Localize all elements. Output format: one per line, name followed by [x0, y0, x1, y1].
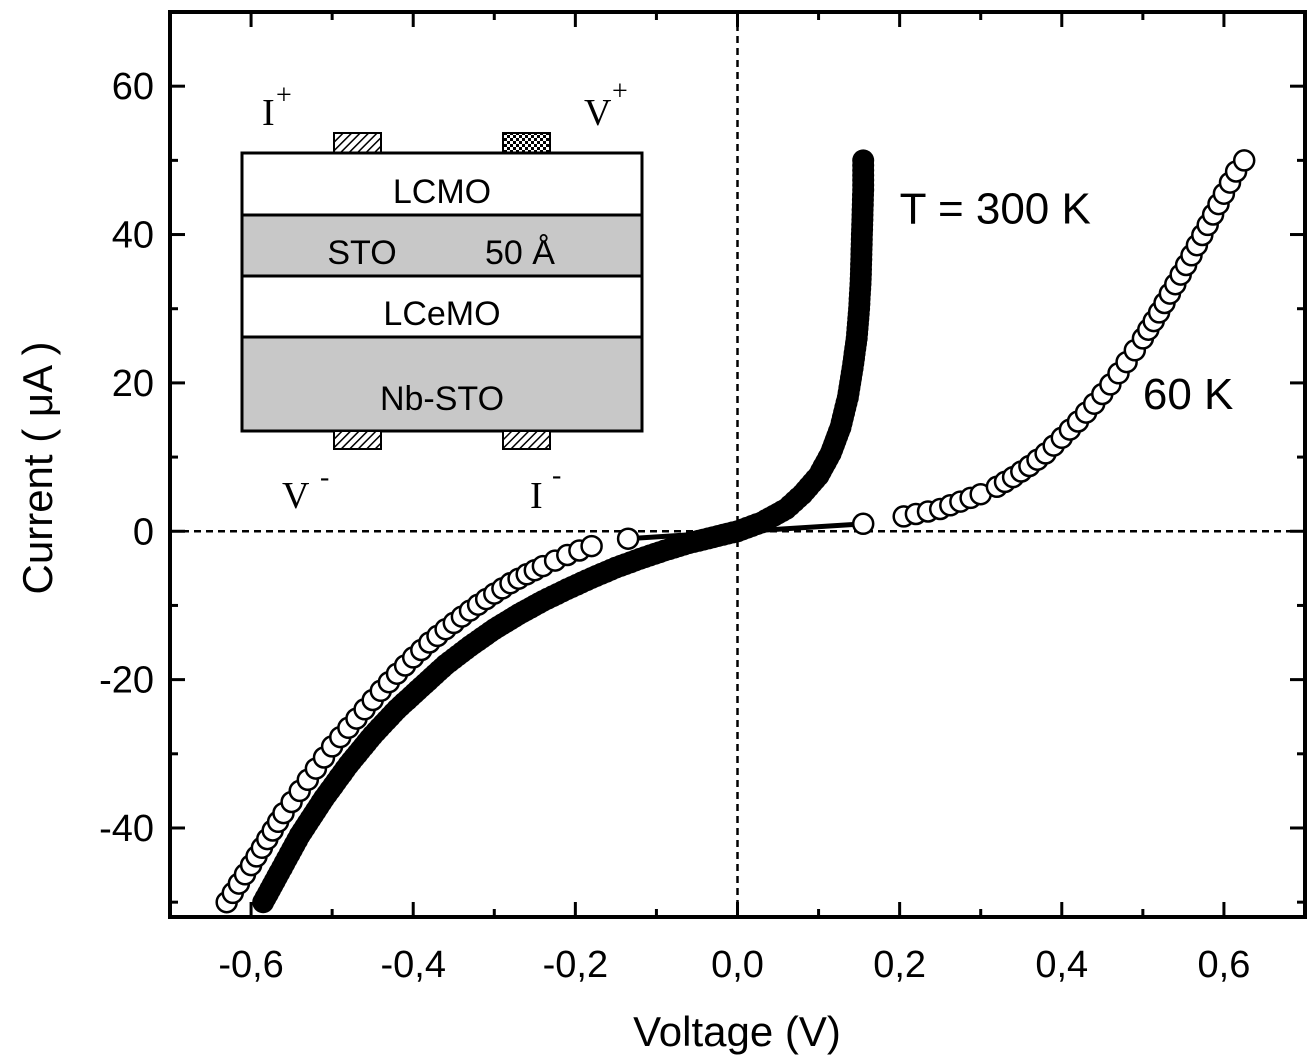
- series-60k-point: [851, 512, 875, 536]
- layer-label-nbsto: Nb-STO: [380, 380, 504, 418]
- layer-nbsto: [240, 335, 644, 433]
- series-60k: [215, 149, 1256, 914]
- layer-lcemo: [240, 274, 644, 339]
- series-300k: [252, 149, 875, 914]
- contact-bottom-right: [502, 430, 551, 450]
- layer-lcmo: [240, 151, 644, 217]
- x-tick-label: -0,6: [218, 944, 283, 986]
- x-axis-title: Voltage (V): [633, 1008, 841, 1055]
- inset-diagram: LCMO STO 50 Å LCeMO Nb-STO I + V + V - I…: [240, 76, 644, 517]
- series-60k-point: [1232, 149, 1256, 172]
- y-tick-label: 60: [112, 66, 154, 108]
- y-tick-label: 0: [133, 511, 154, 553]
- x-tick-label: 0,2: [873, 944, 926, 986]
- series-60k-point: [580, 534, 603, 558]
- annotation-60k: 60 K: [1143, 370, 1234, 419]
- series-60k-point: [616, 527, 640, 550]
- layer-label-lcmo: LCMO: [393, 173, 491, 211]
- contact-sup-top-right: +: [612, 76, 628, 107]
- contact-label-top-left: I: [262, 92, 275, 134]
- contact-top-left: [333, 132, 382, 154]
- y-tick-label: -20: [99, 660, 154, 702]
- x-tick-label: 0,4: [1035, 944, 1088, 986]
- contact-sup-top-left: +: [276, 80, 292, 111]
- contact-sup-bottom-right: -: [552, 460, 561, 491]
- layer-label-lcemo: LCeMO: [383, 295, 500, 333]
- x-tick-labels: -0,6 -0,4 -0,2 0,0 0,2 0,4 0,6: [218, 944, 1250, 986]
- y-tick-labels: -40 -20 0 20 40 60: [99, 66, 154, 850]
- x-tick-label: 0,0: [711, 944, 764, 986]
- x-tick-label: 0,6: [1198, 944, 1251, 986]
- contact-bottom-left: [333, 430, 382, 450]
- y-axis-title: Current ( μA ): [14, 342, 61, 595]
- x-tick-label: -0,4: [380, 944, 445, 986]
- y-tick-label: -40: [99, 808, 154, 850]
- contact-sup-bottom-left: -: [320, 462, 329, 493]
- layer-sto: [240, 213, 644, 278]
- contact-label-bottom-left: V: [282, 475, 310, 517]
- series-300k-point: [852, 149, 875, 172]
- layer-label-sto-thickness: 50 Å: [485, 234, 555, 272]
- layer-label-sto: STO: [327, 234, 396, 272]
- contact-label-top-right: V: [584, 92, 612, 134]
- contact-label-bottom-right: I: [530, 475, 543, 517]
- annotation-300k: T = 300 K: [900, 184, 1091, 233]
- x-tick-label: -0,2: [543, 944, 608, 986]
- axes: [168, 10, 1307, 919]
- y-tick-label: 20: [112, 363, 154, 405]
- y-tick-label: 40: [112, 215, 154, 257]
- contact-top-right: [502, 132, 551, 154]
